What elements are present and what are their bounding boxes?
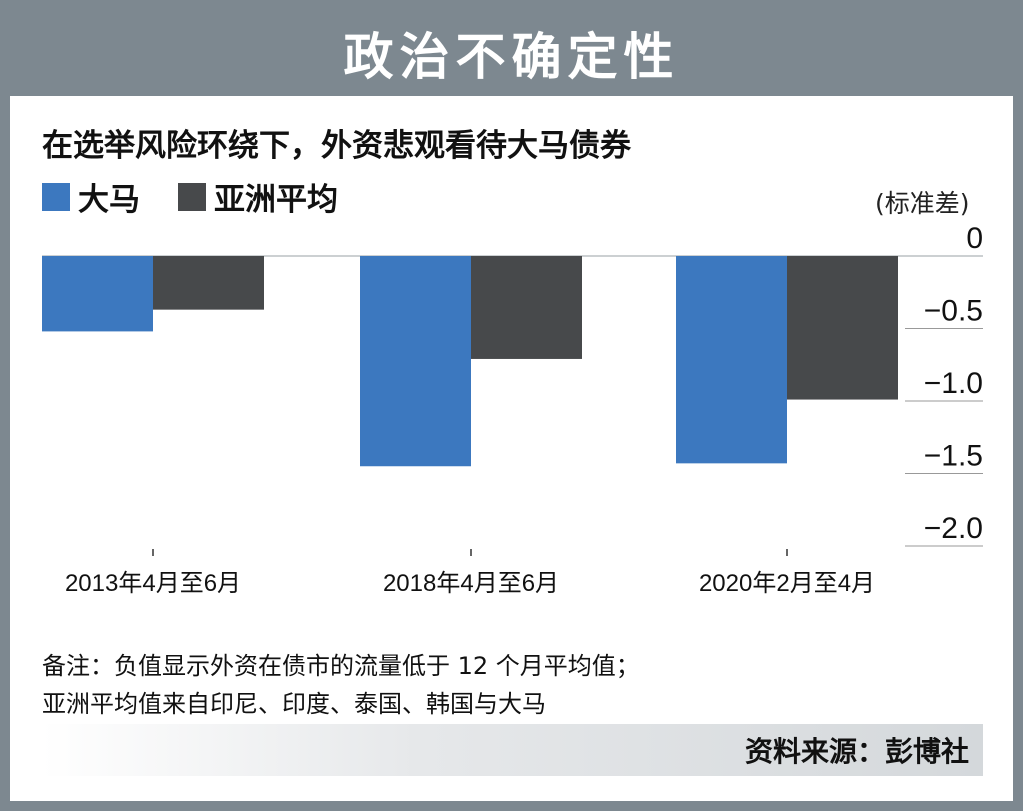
y-tick-label-2: −1.0: [924, 367, 983, 400]
footnote-line-2: 亚洲平均值来自印尼、印度、泰国、韩国与大马: [42, 690, 546, 718]
legend: 大马 亚洲平均: [42, 174, 376, 219]
source-text: 资料来源：彭博社: [744, 735, 969, 768]
footnote-line-1: 备注：负值显示外资在债市的流量低于 12 个月平均值；: [42, 652, 640, 680]
bar-asia-1: [153, 256, 264, 310]
footnote: 备注：负值显示外资在债市的流量低于 12 个月平均值； 亚洲平均值来自印尼、印度…: [42, 647, 640, 723]
bar-malaysia-3: [676, 256, 787, 464]
bar-malaysia-1: [42, 256, 153, 332]
bar-malaysia-2: [360, 256, 471, 467]
x-tick-label-3: 2020年2月至4月: [699, 570, 875, 597]
bar-asia-3: [787, 256, 898, 400]
chart-subtitle: 在选举风险环绕下，外资悲观看待大马债券: [42, 128, 631, 164]
y-tick-label-0: 0: [966, 222, 983, 255]
legend-label-asia: 亚洲平均: [214, 182, 338, 218]
chart-title: 政治不确定性: [343, 28, 680, 86]
x-tick-label-1: 2013年4月至6月: [65, 570, 241, 597]
y-axis-unit: (标准差): [875, 189, 970, 218]
legend-swatch-malaysia: [42, 182, 70, 211]
legend-item-malaysia: 大马: [42, 174, 140, 219]
bar-asia-2: [471, 256, 582, 359]
y-tick-label-3: −1.5: [924, 440, 983, 473]
y-tick-label-4: −2.0: [924, 512, 983, 545]
title-banner: 政治不确定性: [10, 10, 1013, 96]
x-tick-label-2: 2018年4月至6月: [383, 570, 559, 597]
legend-item-asia: 亚洲平均: [178, 174, 338, 219]
source-bar: 资料来源：彭博社: [42, 724, 983, 776]
legend-label-malaysia: 大马: [78, 182, 140, 218]
legend-swatch-asia: [178, 182, 206, 211]
y-tick-label-1: −0.5: [924, 295, 983, 328]
